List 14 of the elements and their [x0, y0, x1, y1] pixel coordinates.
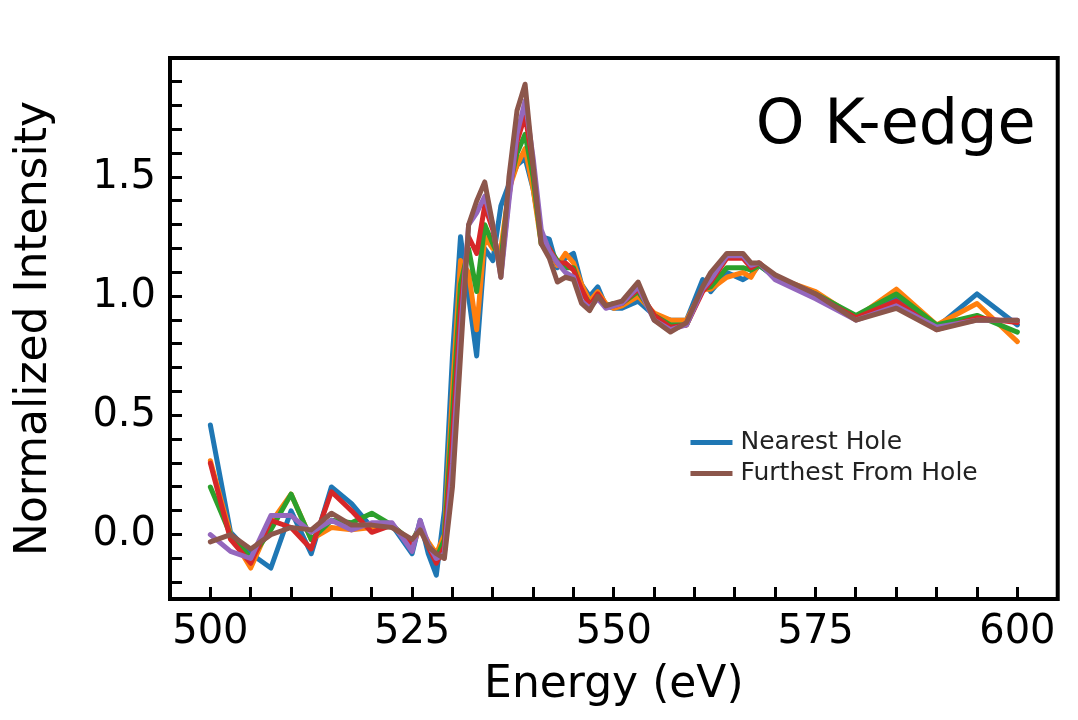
x-axis-title: Energy (eV)	[484, 656, 744, 708]
x-tick-label: 600	[979, 606, 1056, 653]
legend-label: Nearest Hole	[740, 426, 903, 455]
y-tick-label: 1.5	[92, 150, 156, 197]
y-axis-title: Normalized Intensity	[4, 100, 56, 557]
text: O K-edge	[755, 85, 1036, 158]
y-tick-label: 0.5	[92, 388, 156, 435]
y-tick-label: 1.0	[92, 269, 156, 316]
x-tick-label: 525	[373, 606, 451, 653]
x-tick-label: 550	[575, 606, 653, 653]
x-tick-label: 500	[172, 606, 249, 653]
x-tick-label: 575	[777, 606, 854, 653]
y-tick-label: 0.0	[92, 508, 156, 555]
legend-label: Furthest From Hole	[740, 457, 978, 486]
